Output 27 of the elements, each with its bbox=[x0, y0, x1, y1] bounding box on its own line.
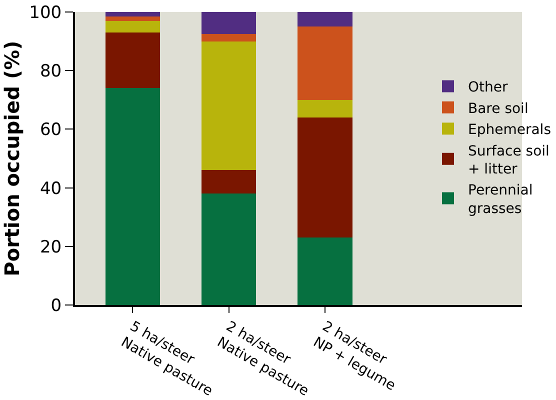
legend-label: Bare soil bbox=[468, 100, 528, 117]
bar bbox=[298, 117, 352, 238]
bar bbox=[105, 32, 160, 88]
y-tick-label: 40 bbox=[40, 178, 62, 199]
bar bbox=[201, 34, 256, 42]
legend-label: Perennial grasses bbox=[468, 182, 533, 217]
bar bbox=[298, 26, 352, 100]
bar bbox=[201, 41, 256, 170]
bar bbox=[105, 20, 160, 33]
bar bbox=[105, 16, 160, 21]
legend-label: Ephemerals bbox=[468, 122, 551, 138]
bar bbox=[105, 88, 160, 305]
bar bbox=[201, 194, 256, 305]
bar bbox=[201, 170, 256, 194]
y-tick-label: 100 bbox=[29, 2, 62, 23]
y-tick-label: 20 bbox=[40, 237, 62, 258]
bar bbox=[105, 12, 160, 16]
y-tick-label: 60 bbox=[40, 120, 62, 140]
y-axis-title: Portion occupied (%) bbox=[0, 40, 24, 276]
y-tick-label: 0 bbox=[50, 296, 62, 316]
legend-label: Surface soil + litter bbox=[468, 143, 550, 178]
legend-label: Other bbox=[468, 80, 508, 96]
bar bbox=[298, 100, 352, 118]
bar bbox=[201, 12, 256, 34]
bar bbox=[298, 12, 352, 27]
y-tick-label: 80 bbox=[40, 62, 62, 82]
bar bbox=[298, 238, 352, 305]
